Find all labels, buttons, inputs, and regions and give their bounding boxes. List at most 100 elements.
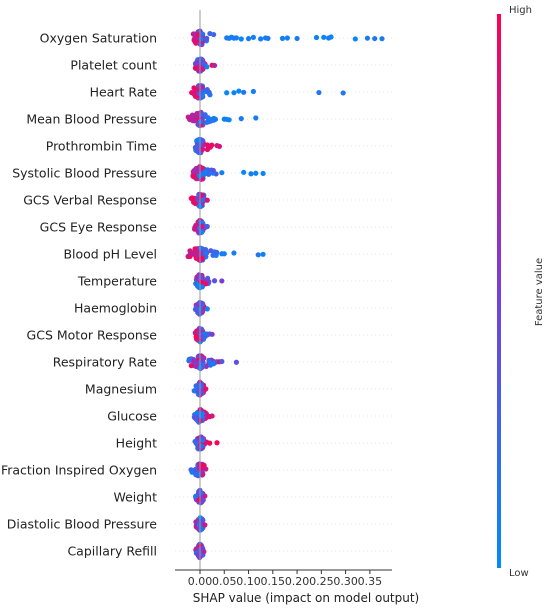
feature-label: GCS Verbal Response — [23, 193, 157, 208]
shap-point — [199, 471, 206, 478]
shap-point — [188, 363, 194, 369]
shap-point — [194, 137, 201, 143]
colorbar-low-label: Low — [509, 568, 529, 579]
shap-point — [193, 363, 199, 370]
shap-point — [250, 34, 256, 40]
feature-label: Haemoglobin — [74, 301, 157, 316]
colorbar-gradient — [497, 14, 501, 568]
shap-point — [197, 250, 204, 257]
shap-point — [202, 168, 209, 175]
feature-label: Temperature — [77, 274, 157, 289]
colorbar-high-label: High — [509, 5, 532, 16]
shap-point — [195, 552, 201, 558]
shap-point — [340, 90, 346, 96]
shap-point — [260, 251, 266, 257]
x-tick-label: 0.00 — [188, 575, 213, 588]
shap-point — [192, 438, 198, 445]
shap-point — [204, 87, 210, 93]
shap-point — [238, 116, 244, 122]
shap-point — [379, 36, 385, 42]
shap-point — [204, 223, 210, 230]
shap-point — [211, 278, 218, 284]
shap-point — [221, 251, 227, 257]
feature-label: Blood pH Level — [63, 247, 157, 262]
shap-point — [185, 114, 191, 120]
shap-point — [196, 328, 202, 334]
shap-point — [255, 252, 261, 258]
x-axis: 0.00 0.05 0.10 0.15 0.20 0.25 0.30 0.35 SHAP val… — [175, 10, 419, 605]
shap-point — [197, 490, 204, 496]
shap-point — [214, 440, 220, 446]
shap-point — [216, 143, 223, 149]
shap-point — [202, 522, 208, 528]
shap-point — [191, 414, 197, 420]
shap-point — [193, 493, 199, 499]
x-tick-label: 0.05 — [212, 575, 237, 588]
shap-point — [210, 167, 216, 174]
shap-point — [241, 169, 247, 175]
shap-point — [226, 117, 232, 123]
shap-point — [313, 34, 320, 41]
shap-point — [198, 333, 204, 339]
x-tick-label: 0.15 — [261, 575, 286, 588]
feature-label: Fraction Inspired Oxygen — [1, 463, 157, 478]
shap-point — [212, 249, 218, 255]
shap-point — [233, 359, 239, 365]
dots-layer — [175, 28, 392, 561]
feature-label: Weight — [113, 490, 157, 505]
feature-label: Capillary Refill — [67, 544, 157, 559]
shap-point — [201, 61, 207, 67]
shap-point — [199, 437, 206, 443]
feature-label: GCS Eye Response — [40, 220, 158, 235]
shap-point — [284, 35, 290, 41]
shap-point — [199, 223, 205, 229]
feature-label: Height — [116, 436, 157, 451]
shap-point — [258, 36, 264, 42]
shap-point — [199, 229, 205, 235]
shap-point — [191, 85, 197, 91]
shap-point — [224, 90, 230, 96]
shap-point — [352, 36, 358, 42]
feature-label: Diastolic Blood Pressure — [7, 517, 158, 532]
shap-point — [192, 223, 199, 230]
shap-point — [199, 146, 206, 153]
shap-point — [207, 440, 213, 446]
shap-point — [219, 358, 225, 365]
shap-point — [190, 169, 196, 175]
feature-label: Respiratory Rate — [53, 355, 158, 370]
shap-point — [198, 36, 204, 42]
shap-point — [193, 471, 199, 477]
shap-point — [238, 36, 244, 42]
shap-point — [211, 31, 217, 38]
shap-point — [191, 112, 197, 119]
shap-point — [186, 357, 192, 363]
shap-point — [253, 170, 259, 176]
shap-point — [206, 358, 213, 364]
shap-point — [192, 39, 198, 45]
shap-point — [201, 549, 207, 555]
feature-label: GCS Motor Response — [27, 328, 158, 343]
shap-point — [207, 92, 213, 98]
shap-point — [198, 466, 204, 472]
shap-point — [245, 36, 252, 42]
shap-point — [328, 34, 334, 40]
shap-point — [196, 256, 203, 262]
shap-point — [250, 88, 256, 95]
shap-point — [199, 112, 206, 118]
shap-point — [241, 89, 247, 95]
shap-point — [209, 331, 215, 337]
shap-point — [219, 170, 225, 176]
shap-point — [204, 35, 210, 42]
x-tick-label: 0.30 — [333, 575, 358, 588]
shap-point — [203, 386, 209, 392]
shap-point — [209, 413, 215, 419]
shap-point — [198, 279, 204, 285]
feature-label: Heart Rate — [90, 85, 158, 100]
shap-point — [211, 62, 218, 69]
shap-point — [203, 247, 209, 253]
shap-point — [187, 251, 193, 257]
shap-point — [260, 170, 266, 177]
colorbar: High Low Feature value — [497, 5, 545, 579]
shap-point — [189, 467, 195, 473]
